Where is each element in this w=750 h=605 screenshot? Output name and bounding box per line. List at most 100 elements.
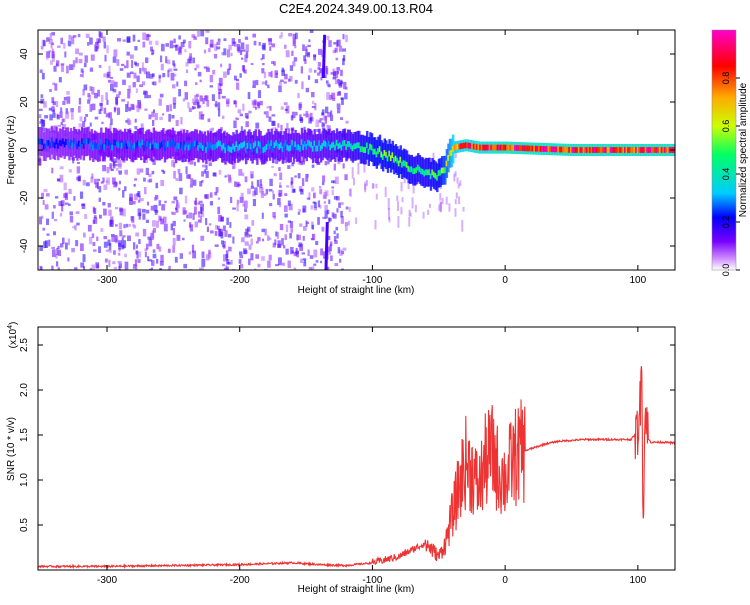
ridge-core <box>270 140 273 146</box>
noise-speckle <box>59 243 64 248</box>
noise-speckle <box>208 48 211 53</box>
noise-speckle <box>401 197 404 203</box>
noise-speckle <box>292 61 296 67</box>
noise-speckle <box>116 59 120 66</box>
noise-speckle <box>115 236 119 244</box>
noise-speckle <box>74 224 77 231</box>
noise-speckle <box>135 232 140 237</box>
noise-speckle <box>201 251 205 259</box>
ridge-core <box>576 147 579 153</box>
noise-speckle <box>268 116 272 122</box>
x-tick-label: -200 <box>230 575 250 586</box>
noise-speckle <box>255 122 260 129</box>
noise-speckle <box>102 202 106 206</box>
noise-speckle <box>233 75 237 81</box>
ridge-core <box>149 143 152 150</box>
noise-speckle <box>291 250 294 254</box>
noise-speckle <box>295 111 298 116</box>
ridge-core <box>179 142 183 148</box>
noise-speckle <box>160 218 164 225</box>
ridge-core <box>361 146 364 152</box>
ridge-core <box>128 141 132 148</box>
ridge-core <box>625 147 629 153</box>
ridge-core <box>652 147 656 153</box>
noise-speckle <box>89 86 93 92</box>
noise-speckle <box>145 167 149 175</box>
noise-speckle <box>103 41 106 49</box>
ridge-core <box>651 147 654 153</box>
noise-speckle <box>407 181 410 190</box>
noise-speckle <box>315 240 319 246</box>
ridge-core <box>131 145 135 151</box>
noise-speckle <box>180 117 183 125</box>
noise-speckle <box>262 62 265 66</box>
noise-speckle <box>454 151 457 159</box>
noise-speckle <box>60 64 65 72</box>
noise-speckle <box>142 228 147 237</box>
ridge-core <box>590 147 593 153</box>
noise-speckle <box>287 78 291 82</box>
ridge-core <box>74 140 78 147</box>
noise-speckle <box>161 113 165 116</box>
noise-speckle <box>170 72 175 81</box>
noise-speckle <box>205 254 210 261</box>
noise-speckle <box>324 115 328 124</box>
ridge-core <box>44 143 47 150</box>
noise-speckle <box>294 45 297 49</box>
ridge-core <box>160 141 164 148</box>
noise-speckle <box>201 258 206 267</box>
noise-speckle <box>96 41 100 49</box>
ridge-core <box>127 140 130 147</box>
noise-speckle <box>180 43 184 49</box>
noise-speckle <box>174 207 178 211</box>
ridge-core <box>109 142 113 149</box>
ridge-core <box>464 142 468 149</box>
noise-speckle <box>121 99 126 102</box>
noise-speckle <box>374 220 377 230</box>
ridge-core <box>553 146 557 153</box>
noise-speckle <box>198 200 203 204</box>
noise-speckle <box>69 215 74 223</box>
noise-speckle <box>129 193 133 202</box>
noise-speckle <box>109 83 114 91</box>
noise-speckle <box>273 173 277 177</box>
ridge-core <box>490 144 493 151</box>
noise-speckle <box>342 33 345 40</box>
ridge-core <box>208 144 211 150</box>
noise-speckle <box>283 102 288 105</box>
ridge-core <box>569 147 573 153</box>
ridge-core <box>592 147 595 153</box>
noise-speckle <box>81 70 84 78</box>
noise-speckle <box>239 255 244 259</box>
ridge-core <box>65 138 68 145</box>
noise-speckle <box>119 207 123 212</box>
noise-speckle <box>144 248 148 252</box>
noise-speckle <box>99 214 102 219</box>
ridge-core <box>444 167 447 174</box>
noise-speckle <box>227 233 232 238</box>
noise-speckle <box>112 56 117 63</box>
noise-speckle <box>199 215 203 223</box>
x-tick-label: -300 <box>97 575 117 586</box>
noise-speckle <box>155 182 159 189</box>
noise-speckle <box>59 212 63 217</box>
noise-speckle <box>206 100 210 107</box>
ridge-core <box>632 147 635 153</box>
noise-speckle <box>154 210 158 216</box>
noise-speckle <box>268 38 272 46</box>
ridge-core <box>509 144 512 151</box>
noise-speckle <box>182 237 185 241</box>
noise-speckle <box>182 39 186 44</box>
ridge-core <box>106 140 109 146</box>
ridge-core <box>504 144 508 151</box>
noise-speckle <box>93 249 97 252</box>
ridge-core <box>514 145 517 151</box>
noise-speckle <box>236 78 240 82</box>
ridge-core <box>552 146 555 153</box>
noise-speckle <box>209 74 213 83</box>
ridge-core <box>187 144 191 151</box>
noise-speckle <box>322 123 326 127</box>
noise-speckle <box>42 227 46 231</box>
noise-speckle <box>176 81 179 87</box>
noise-speckle <box>348 188 351 197</box>
